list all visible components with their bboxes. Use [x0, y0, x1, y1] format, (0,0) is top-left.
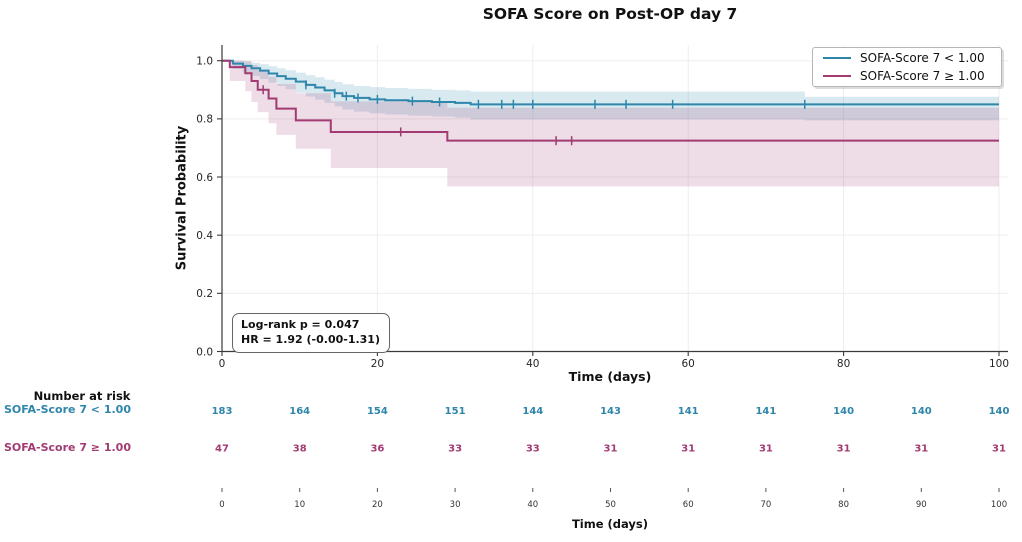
risk-value: 164: [289, 406, 310, 417]
legend-item-high: SOFA-Score 7 ≥ 1.00: [813, 68, 1001, 84]
y-tick-label: 0.4: [196, 230, 213, 242]
x-tick-label: 0: [219, 358, 226, 370]
risk-axis-tick-label: 100: [991, 500, 1007, 510]
confidence-band: [222, 60, 999, 187]
risk-axis-tick-label: 60: [683, 500, 694, 510]
x-axis-label-risk-table: Time (days): [571, 517, 649, 531]
y-axis-label: Survival Probability: [174, 125, 190, 271]
legend-line-swatch-blue-icon: [823, 57, 851, 59]
risk-value: 151: [445, 406, 466, 417]
y-tick-label: 1.0: [196, 56, 213, 68]
risk-axis-tick-label: 70: [760, 500, 771, 510]
risk-value: 31: [914, 444, 928, 455]
risk-axis-tick-label: 30: [450, 500, 461, 510]
risk-axis-tick-label: 10: [294, 500, 305, 510]
x-tick-label: 80: [837, 358, 850, 370]
risk-value: 140: [911, 406, 932, 417]
legend-label-high: SOFA-Score 7 ≥ 1.00: [860, 69, 985, 83]
risk-value: 140: [833, 406, 854, 417]
risk-value: 31: [604, 444, 618, 455]
risk-value: 36: [370, 444, 384, 455]
risk-value: 154: [367, 406, 388, 417]
logrank-p-value: Log-rank p = 0.047: [241, 318, 360, 331]
y-tick-label: 0.0: [196, 346, 213, 358]
risk-axis-tick-label: 90: [916, 500, 927, 510]
x-tick-label: 40: [526, 358, 539, 370]
risk-value: 141: [678, 406, 699, 417]
risk-value: 31: [759, 444, 773, 455]
x-axis-label-main: Time (days): [568, 369, 652, 384]
y-tick-label: 0.2: [196, 288, 213, 300]
risk-value: 31: [837, 444, 851, 455]
x-tick-label: 60: [682, 358, 695, 370]
chart-title: SOFA Score on Post-OP day 7: [482, 5, 738, 23]
risk-axis-tick-label: 40: [527, 500, 538, 510]
hazard-ratio: HR = 1.92 (-0.00-1.31): [241, 332, 380, 346]
risk-table-header: Number at risk: [33, 389, 131, 403]
legend-line-swatch-magenta-icon: [823, 75, 851, 77]
risk-axis-tick-label: 80: [838, 500, 849, 510]
risk-row-label-high: SOFA-Score 7 ≥ 1.00: [4, 441, 131, 454]
y-tick-label: 0.6: [196, 172, 213, 184]
risk-value: 143: [600, 406, 621, 417]
risk-value: 31: [681, 444, 695, 455]
stats-annotation-box: Log-rank p = 0.047 HR = 1.92 (-0.00-1.31…: [232, 313, 390, 354]
risk-value: 144: [522, 406, 543, 417]
risk-axis-tick-label: 20: [372, 500, 383, 510]
legend: SOFA-Score 7 < 1.00 SOFA-Score 7 ≥ 1.00: [812, 47, 1002, 87]
risk-value: 140: [989, 406, 1010, 417]
risk-axis-tick-label: 50: [605, 500, 616, 510]
risk-row-label-low: SOFA-Score 7 < 1.00: [4, 403, 131, 416]
x-tick-label: 20: [371, 358, 384, 370]
legend-item-low: SOFA-Score 7 < 1.00: [813, 50, 1001, 66]
risk-value: 183: [212, 406, 233, 417]
risk-value: 33: [448, 444, 462, 455]
risk-value: 141: [755, 406, 776, 417]
survival-curve: [222, 59, 999, 142]
risk-axis-tick-label: 0: [219, 500, 224, 510]
y-tick-label: 0.8: [196, 114, 213, 126]
risk-value: 38: [293, 444, 307, 455]
risk-value: 33: [526, 444, 540, 455]
risk-value: 47: [215, 444, 229, 455]
x-tick-label: 100: [989, 358, 1009, 370]
risk-value: 31: [992, 444, 1006, 455]
legend-label-low: SOFA-Score 7 < 1.00: [860, 51, 985, 65]
